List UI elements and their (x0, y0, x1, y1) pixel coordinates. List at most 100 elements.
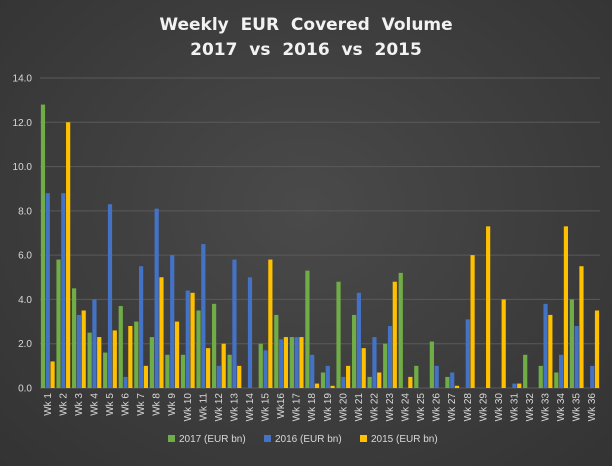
x-tick-label: Wk 8 (152, 393, 163, 416)
bar (330, 385, 335, 388)
bar (221, 343, 226, 388)
y-tick-label: 0.0 (18, 384, 32, 395)
x-tick-label: Wk 7 (136, 393, 147, 416)
bar (517, 383, 522, 388)
x-tick-label: Wk 34 (556, 393, 567, 422)
bar (590, 365, 595, 388)
legend-label: 2017 (EUR bn) (179, 434, 246, 445)
x-tick-label: Wk 2 (58, 393, 69, 416)
x-tick-label: Wk 19 (323, 393, 334, 422)
bar (310, 354, 315, 388)
x-tick-label: Wk 9 (167, 393, 178, 416)
x-tick-label: Wk 14 (245, 393, 256, 422)
bar (346, 365, 351, 388)
bar (76, 314, 81, 388)
x-axis-tick-labels: Wk 1 Wk 2 Wk 3 Wk 4 Wk 5 Wk 6 Wk 7 Wk 8 Wk 9 Wk 1… (43, 393, 598, 422)
bar (356, 292, 361, 388)
bar (268, 259, 273, 388)
bar (216, 365, 221, 388)
x-tick-label: Wk 17 (292, 393, 303, 422)
bar (201, 244, 206, 388)
bar (367, 376, 372, 388)
bar (387, 326, 393, 388)
bar (470, 255, 475, 388)
bar (154, 208, 159, 388)
bar (56, 259, 61, 388)
bar (61, 193, 66, 388)
bar (486, 226, 491, 388)
legend: 2017 (EUR bn) 2016 (EUR bn) 2015 (EUR bn) (168, 434, 438, 445)
legend-label: 2015 (EUR bn) (371, 434, 438, 445)
bar (92, 299, 97, 388)
legend-item: 2016 (EUR bn) (264, 434, 342, 445)
y-tick-label: 10.0 (13, 162, 33, 173)
bar (398, 272, 403, 388)
x-tick-label: Wk16 (276, 393, 287, 419)
bar (454, 385, 460, 388)
bar (383, 343, 388, 388)
y-tick-label: 8.0 (18, 206, 32, 217)
bar (40, 104, 46, 389)
bar (66, 122, 71, 389)
x-tick-label: Wk 21 (354, 393, 365, 422)
bar (445, 376, 450, 388)
legend-swatch (360, 435, 367, 442)
bar (351, 314, 357, 388)
bar (180, 354, 186, 388)
gridlines (40, 77, 600, 389)
x-tick-label: Wk 26 (432, 393, 443, 422)
x-tick-label: Wk 29 (478, 393, 489, 422)
x-tick-label: Wk 35 (572, 393, 583, 422)
x-tick-label: Wk 3 (74, 393, 85, 416)
bar (211, 303, 217, 388)
series-1 (40, 104, 574, 389)
bar (97, 337, 102, 388)
bar (263, 350, 268, 388)
bar (341, 376, 346, 388)
chart-title-line1: Weekly EUR Covered Volume (159, 15, 452, 35)
bar (149, 337, 154, 388)
x-tick-label: Wk 5 (105, 393, 116, 416)
x-tick-label: Wk 23 (385, 393, 396, 422)
bar (227, 354, 232, 388)
bar (294, 337, 299, 388)
bar (112, 330, 117, 388)
bar (559, 354, 564, 388)
bar (450, 372, 455, 388)
bar (159, 277, 164, 388)
bar (501, 299, 506, 388)
x-tick-label: Wk 10 (183, 393, 194, 422)
bar (50, 361, 55, 388)
legend-item: 2017 (EUR bn) (168, 434, 246, 445)
bar (185, 290, 190, 388)
bar (165, 354, 170, 388)
x-tick-label: Wk 15 (261, 393, 272, 422)
legend-swatch (264, 435, 271, 442)
bar (87, 332, 92, 388)
x-tick-label: Wk 1 (43, 393, 54, 416)
bar (237, 365, 242, 388)
bar (392, 281, 397, 388)
x-tick-label: Wk 27 (447, 393, 458, 422)
bar (258, 343, 263, 388)
series-3 (50, 122, 600, 389)
x-tick-label: Wk 4 (89, 393, 100, 416)
bar (118, 306, 123, 388)
bar (377, 372, 382, 388)
bar (247, 277, 253, 388)
bar (196, 310, 201, 388)
bar (594, 310, 600, 388)
bars (40, 104, 600, 389)
bar (325, 365, 330, 388)
x-tick-label: Wk 11 (198, 393, 209, 421)
x-tick-label: Wk 13 (229, 393, 240, 422)
bar (523, 354, 528, 388)
bar (465, 319, 470, 388)
bar (170, 255, 175, 388)
bar (361, 348, 366, 388)
bar (279, 339, 284, 388)
x-tick-label: Wk 28 (463, 393, 474, 422)
x-tick-label: Wk 24 (401, 393, 412, 422)
x-tick-label: Wk 31 (509, 393, 520, 422)
